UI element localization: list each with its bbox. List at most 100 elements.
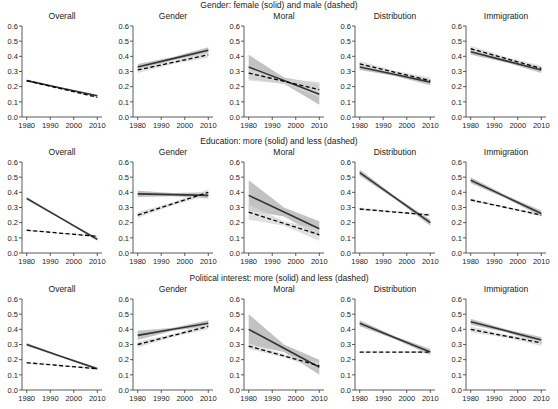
x-tick-label: 2000	[398, 257, 415, 266]
series-line	[249, 346, 320, 366]
x-axis	[355, 253, 435, 254]
y-tick	[241, 222, 244, 223]
x-tick	[470, 117, 471, 120]
series-line	[249, 67, 320, 94]
y-tick	[19, 86, 22, 87]
x-tick	[470, 390, 471, 393]
panel-title: Overall	[49, 284, 76, 294]
y-tick-label: 0.5	[230, 173, 240, 182]
x-tick	[295, 117, 296, 120]
x-tick-label: 1980	[351, 394, 368, 403]
y-tick-label: 0.3	[341, 67, 351, 76]
y-tick	[130, 192, 133, 193]
confidence-band	[249, 65, 320, 97]
y-tick	[352, 299, 355, 300]
x-tick	[161, 390, 162, 393]
y-tick	[19, 329, 22, 330]
panel: Gender0.00.10.20.30.40.50.61980199020002…	[119, 11, 217, 130]
y-tick	[19, 192, 22, 193]
y-tick	[463, 192, 466, 193]
series-line	[471, 49, 542, 69]
plot-area	[360, 170, 431, 226]
x-tick	[208, 117, 209, 120]
y-tick	[241, 237, 244, 238]
panel-title: Distribution	[374, 11, 417, 21]
x-tick	[50, 253, 51, 256]
x-tick	[430, 253, 431, 256]
x-tick	[517, 253, 518, 256]
y-tick-label: 0.4	[119, 325, 129, 334]
y-tick-label: 0.4	[8, 188, 18, 197]
y-tick	[241, 192, 244, 193]
x-tick	[494, 117, 495, 120]
series-line	[138, 326, 209, 344]
x-tick	[50, 117, 51, 120]
y-tick	[19, 253, 22, 254]
y-tick	[463, 314, 466, 315]
x-tick-label: 1990	[153, 394, 170, 403]
confidence-band	[138, 52, 209, 73]
x-tick-label: 1980	[462, 257, 479, 266]
y-tick-label: 0.3	[341, 203, 351, 212]
panel-title: Immigration	[484, 147, 529, 157]
y-tick-label: 0.5	[119, 37, 129, 46]
y-tick-label: 0.6	[341, 158, 351, 167]
panel-title: Gender	[159, 147, 188, 157]
x-tick	[26, 390, 27, 393]
x-tick-label: 2010	[422, 121, 439, 130]
x-tick-label: 2010	[533, 394, 550, 403]
y-tick	[19, 71, 22, 72]
confidence-band	[27, 80, 98, 97]
y-tick-label: 0.0	[230, 113, 240, 122]
panel: Overall0.00.10.20.30.40.50.6198019902000…	[8, 147, 106, 266]
y-tick	[241, 390, 244, 391]
x-tick-label: 2000	[65, 394, 82, 403]
y-tick	[241, 344, 244, 345]
y-tick-label: 0.1	[341, 234, 351, 243]
y-tick	[463, 117, 466, 118]
x-tick-label: 2000	[176, 394, 193, 403]
confidence-band	[471, 198, 542, 216]
y-tick-label: 0.2	[452, 218, 462, 227]
y-tick-label: 0.6	[119, 22, 129, 31]
y-tick	[241, 56, 244, 57]
x-tick	[406, 117, 407, 120]
y-tick-label: 0.1	[119, 234, 129, 243]
panel-title: Immigration	[484, 11, 529, 21]
y-tick-label: 0.6	[230, 295, 240, 304]
x-tick-label: 1990	[375, 257, 392, 266]
x-tick	[272, 390, 273, 393]
plot-area	[360, 61, 431, 85]
y-tick-label: 0.4	[452, 325, 462, 334]
y-tick	[463, 329, 466, 330]
y-tick	[19, 101, 22, 102]
y-tick-label: 0.1	[452, 371, 462, 380]
y-tick	[241, 101, 244, 102]
y-tick	[352, 162, 355, 163]
x-tick-label: 1980	[18, 394, 35, 403]
y-tick	[130, 344, 133, 345]
x-tick-label: 2000	[398, 121, 415, 130]
y-tick	[463, 207, 466, 208]
x-tick-label: 2000	[287, 121, 304, 130]
y-tick-label: 0.5	[341, 37, 351, 46]
series-line	[249, 212, 320, 235]
x-tick	[494, 253, 495, 256]
x-tick-label: 2010	[311, 257, 328, 266]
y-tick-label: 0.6	[119, 158, 129, 167]
y-tick	[130, 329, 133, 330]
y-tick	[352, 71, 355, 72]
y-tick	[130, 162, 133, 163]
x-tick-label: 2000	[509, 121, 526, 130]
x-tick	[73, 390, 74, 393]
y-tick	[241, 177, 244, 178]
y-tick	[241, 162, 244, 163]
panel-title: Overall	[49, 147, 76, 157]
y-tick-label: 0.6	[452, 295, 462, 304]
y-tick	[130, 101, 133, 102]
y-tick	[463, 101, 466, 102]
y-tick	[352, 344, 355, 345]
y-tick-label: 0.6	[341, 295, 351, 304]
x-tick	[359, 390, 360, 393]
x-tick	[73, 253, 74, 256]
